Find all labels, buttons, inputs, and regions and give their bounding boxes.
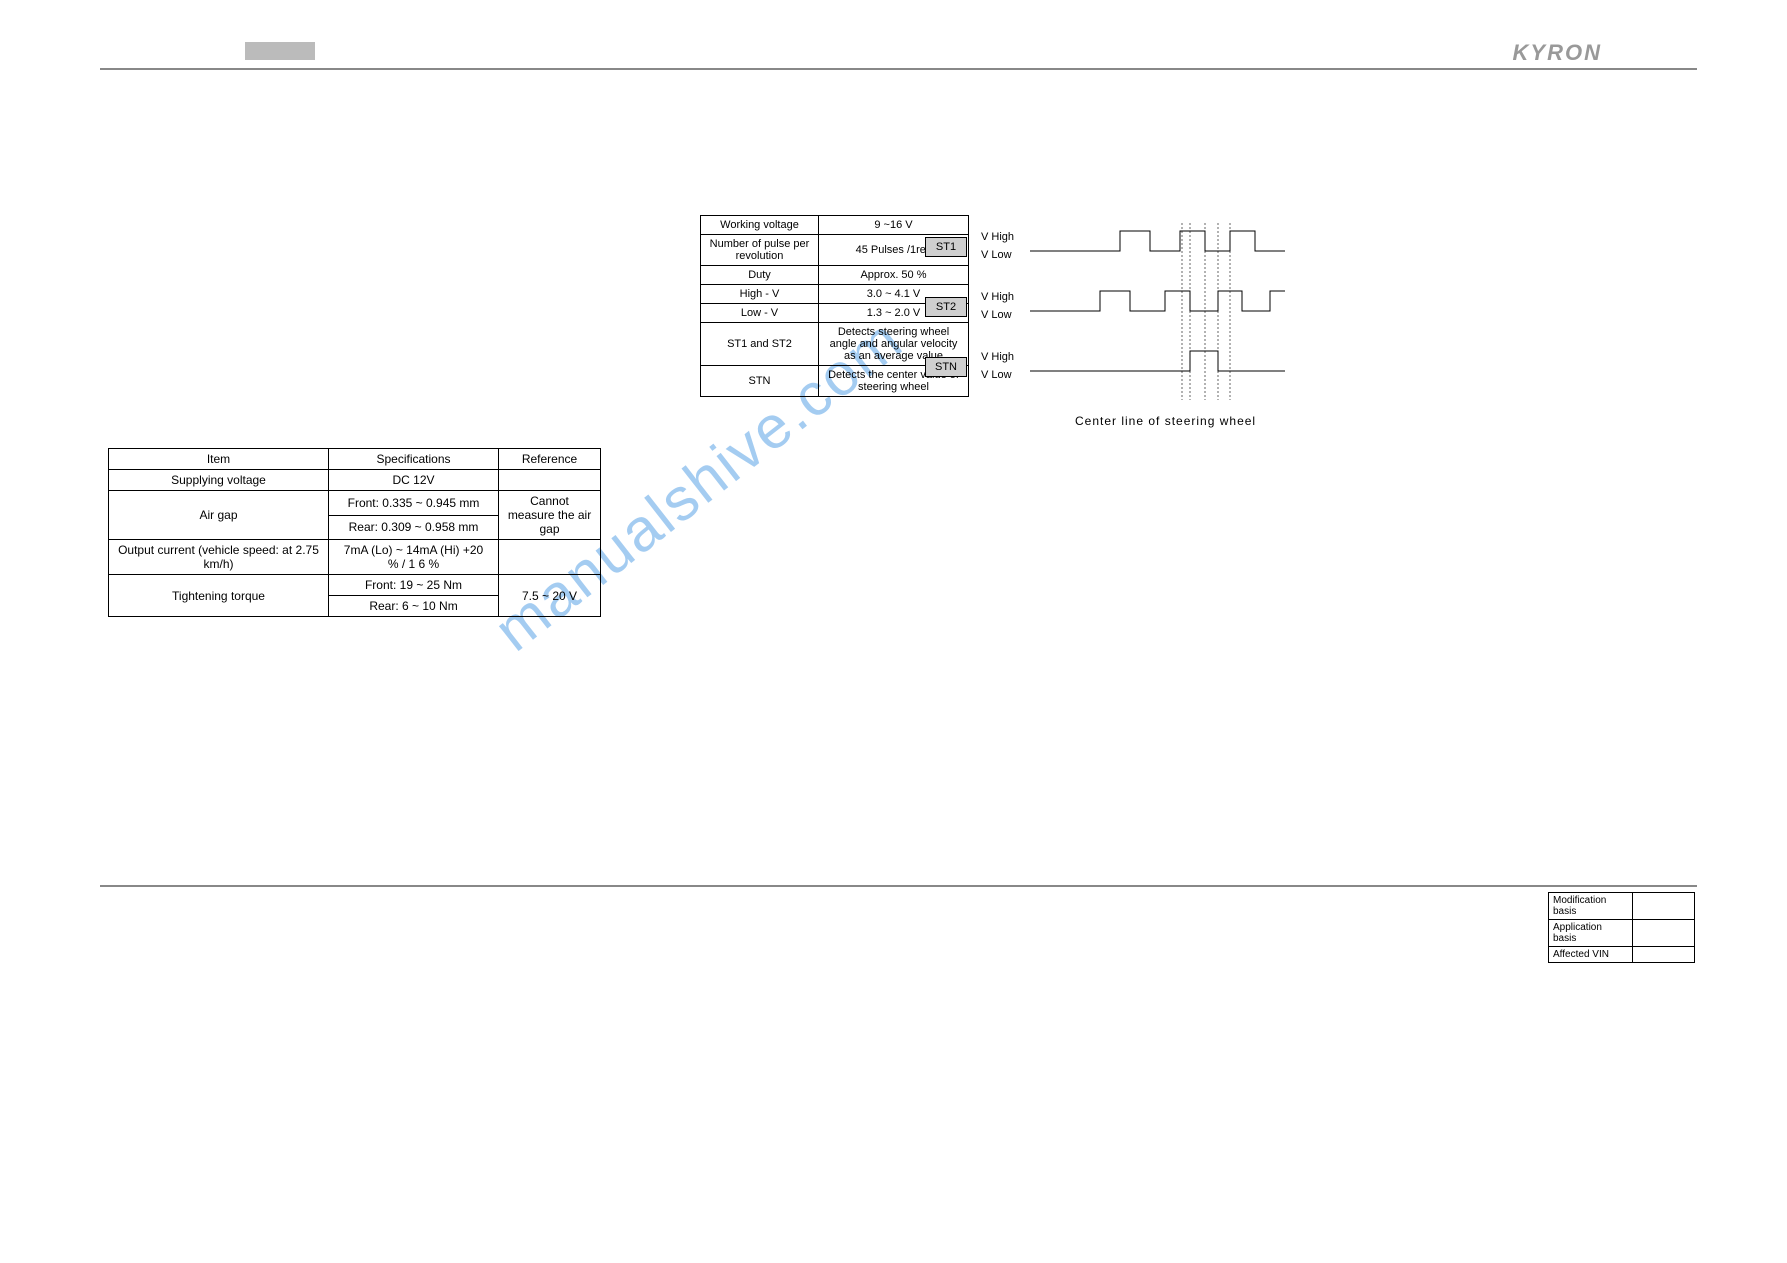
table-cell: ST1 and ST2 <box>701 323 819 366</box>
table-cell <box>499 540 601 575</box>
v-low-label: V Low <box>981 249 1012 261</box>
table-cell: Approx. 50 % <box>819 266 969 285</box>
table-header: Reference <box>499 449 601 470</box>
v-high-label: V High <box>981 351 1014 363</box>
footer-cell: Modification basis <box>1549 893 1633 920</box>
page-header: KYRON <box>100 0 1697 70</box>
table-cell: Number of pulse per revolution <box>701 235 819 266</box>
footer-box: Modification basis Application basis Aff… <box>1548 892 1695 963</box>
table-cell: Duty <box>701 266 819 285</box>
table-cell: Working voltage <box>701 216 819 235</box>
specs-table: Item Specifications Reference Supplying … <box>108 448 601 617</box>
brand-logo: KYRON <box>1513 40 1602 66</box>
signal-tag: ST2 <box>925 297 967 317</box>
signal-diagram: ST1V HighV LowST2V HighV LowSTNV HighV L… <box>975 215 1305 433</box>
table-cell: Rear: 0.309 ~ 0.958 mm <box>329 515 499 540</box>
table-header: Specifications <box>329 449 499 470</box>
table-cell: Front: 19 ~ 25 Nm <box>329 575 499 596</box>
footer-cell <box>1633 920 1695 947</box>
footer-cell: Affected VIN <box>1549 947 1633 963</box>
v-high-label: V High <box>981 231 1014 243</box>
diagram-svg <box>975 215 1305 415</box>
footer-cell <box>1633 893 1695 920</box>
table-cell: 7.5 ~ 20 V <box>499 575 601 617</box>
table-cell: Rear: 6 ~ 10 Nm <box>329 596 499 617</box>
center-caption: Center line of steering wheel <box>1075 414 1256 428</box>
bottom-rule <box>100 885 1697 887</box>
table-cell: 9 ~16 V <box>819 216 969 235</box>
table-cell: STN <box>701 366 819 397</box>
v-low-label: V Low <box>981 369 1012 381</box>
footer-cell <box>1633 947 1695 963</box>
footer-cell: Application basis <box>1549 920 1633 947</box>
table-cell: Air gap <box>109 491 329 540</box>
v-high-label: V High <box>981 291 1014 303</box>
table-cell: Front: 0.335 ~ 0.945 mm <box>329 491 499 516</box>
table-cell: Cannot measure the air gap <box>499 491 601 540</box>
table-cell <box>499 470 601 491</box>
table-cell: Low - V <box>701 304 819 323</box>
v-low-label: V Low <box>981 309 1012 321</box>
table-cell: Tightening torque <box>109 575 329 617</box>
table-cell: Output current (vehicle speed: at 2.75 k… <box>109 540 329 575</box>
table-cell: Supplying voltage <box>109 470 329 491</box>
signal-tag: STN <box>925 357 967 377</box>
table-cell: DC 12V <box>329 470 499 491</box>
grey-tab <box>245 42 315 60</box>
table-cell: High - V <box>701 285 819 304</box>
table-cell: 7mA (Lo) ~ 14mA (Hi) +20 % / 1 6 % <box>329 540 499 575</box>
signal-tag: ST1 <box>925 237 967 257</box>
table-header: Item <box>109 449 329 470</box>
